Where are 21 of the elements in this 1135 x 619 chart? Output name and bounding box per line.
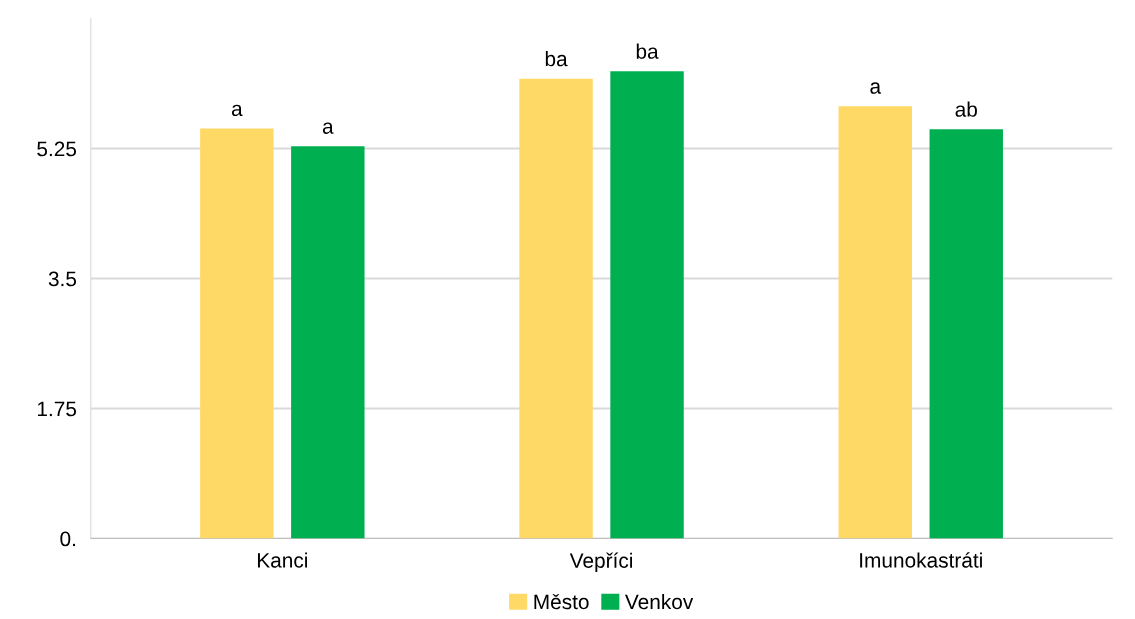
bar <box>200 128 274 539</box>
legend-label: Město <box>534 593 589 610</box>
data-label: ab <box>955 101 977 117</box>
bar <box>291 146 365 539</box>
data-label: ba <box>545 50 568 67</box>
y-tick-label: 1.75 <box>37 401 77 417</box>
bar <box>519 78 593 539</box>
x-tick-label: Kanci <box>257 552 307 568</box>
data-label: ba <box>636 43 659 59</box>
bar <box>610 71 684 539</box>
data-label: a <box>322 122 334 134</box>
data-label: a <box>870 82 882 94</box>
y-tick-label: 3.5 <box>48 271 77 287</box>
x-tick-label: Vepříci <box>569 552 632 573</box>
y-tick-label: 0. <box>60 531 76 547</box>
data-label: a <box>231 104 243 117</box>
y-tick-label: 5.25 <box>37 141 77 157</box>
legend-label: Venkov <box>625 593 694 610</box>
bar <box>838 106 912 539</box>
bar <box>929 129 1003 539</box>
x-tick-label: Imunokastráti <box>860 552 982 568</box>
